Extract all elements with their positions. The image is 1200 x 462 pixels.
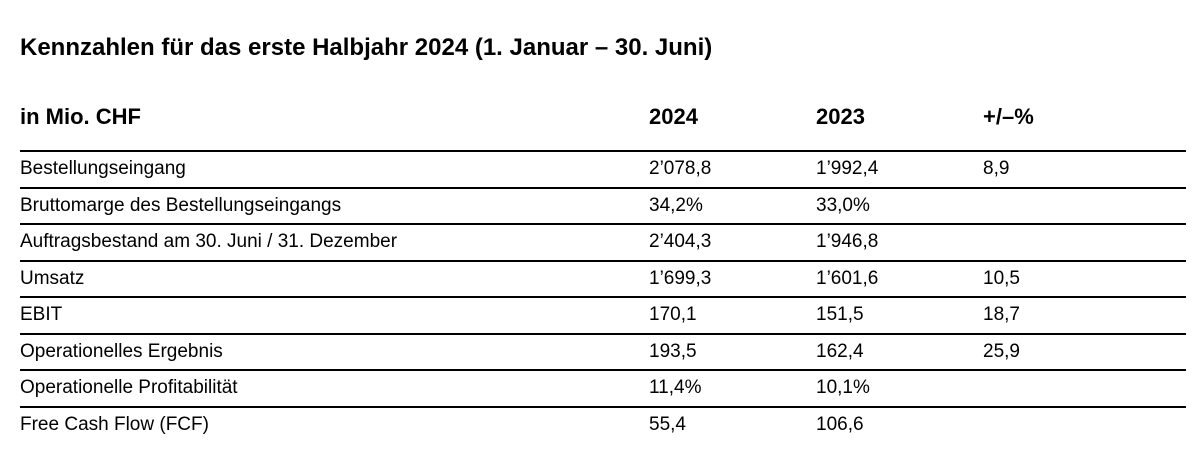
page-title: Kennzahlen für das erste Halbjahr 2024 (…: [20, 34, 713, 61]
value-2023: 33,0%: [816, 194, 870, 216]
row-label: Operationelles Ergebnis: [20, 340, 223, 362]
value-2024: 193,5: [649, 340, 697, 362]
table-row: Auftragsbestand am 30. Juni / 31. Dezemb…: [20, 225, 1186, 262]
value-2023: 162,4: [816, 340, 864, 362]
header-unit-label: in Mio. CHF: [20, 104, 141, 129]
table-row: Free Cash Flow (FCF) 55,4 106,6: [20, 408, 1186, 443]
value-2024: 55,4: [649, 413, 686, 435]
value-2024: 2’404,3: [649, 231, 712, 252]
header-2024: 2024: [649, 104, 698, 129]
value-2023: 1’992,4: [816, 158, 879, 179]
value-change: 25,9: [983, 340, 1020, 362]
row-label: Auftragsbestand am 30. Juni / 31. Dezemb…: [20, 231, 398, 252]
row-label: EBIT: [20, 304, 63, 325]
value-2024: 1’699,3: [649, 267, 712, 289]
table-row: Operationelles Ergebnis 193,5 162,4 25,9: [20, 335, 1186, 371]
table-row: Bestellungseingang 2’078,8 1’992,4 8,9: [20, 152, 1186, 189]
value-change: 18,7: [983, 304, 1020, 325]
value-change: 10,5: [983, 267, 1020, 289]
value-2023: 1’946,8: [816, 231, 879, 252]
value-2024: 2’078,8: [649, 158, 712, 179]
row-label: Bestellungseingang: [20, 158, 186, 179]
table-row: Bruttomarge des Bestellungseingangs 34,2…: [20, 189, 1186, 225]
value-2024: 11,4%: [649, 377, 702, 398]
key-figures-table: in Mio. CHF 2024 2023 +/–% Bestellungsei…: [20, 96, 1186, 442]
value-2023: 10,1%: [816, 377, 870, 398]
value-2024: 170,1: [649, 304, 697, 325]
value-2024: 34,2%: [649, 194, 703, 216]
value-2023: 1’601,6: [816, 267, 879, 289]
row-label: Bruttomarge des Bestellungseingangs: [20, 194, 342, 216]
header-change: +/–%: [983, 104, 1034, 129]
value-change: 8,9: [983, 158, 1010, 179]
table-header: in Mio. CHF 2024 2023 +/–%: [20, 96, 1186, 152]
row-label: Umsatz: [20, 267, 85, 289]
row-label: Operationelle Profitabilität: [20, 377, 238, 398]
table-row: Umsatz 1’699,3 1’601,6 10,5: [20, 262, 1186, 298]
table-row: Operationelle Profitabilität 11,4% 10,1%: [20, 371, 1186, 408]
value-2023: 106,6: [816, 413, 864, 435]
header-2023: 2023: [816, 104, 865, 129]
table-row: EBIT 170,1 151,5 18,7: [20, 298, 1186, 335]
value-2023: 151,5: [816, 304, 864, 325]
row-label: Free Cash Flow (FCF): [20, 413, 209, 435]
